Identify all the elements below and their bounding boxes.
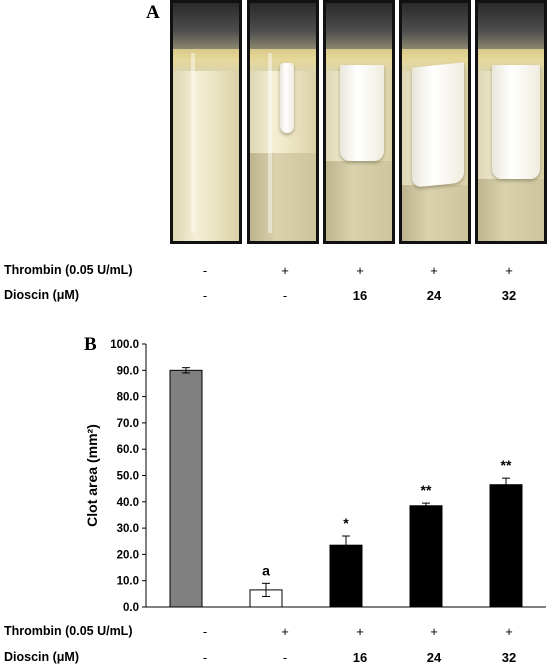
bar-1: [169, 369, 203, 608]
y-tick-label: 10.0: [117, 576, 139, 588]
thrombin-a-3: +: [356, 263, 364, 278]
thrombin-row-label-a: Thrombin (0.05 U/mL): [4, 263, 133, 277]
thrombin-b-2: +: [281, 624, 289, 639]
clot-area-chart: 0.0 10.0 20.0 30.0 40.0 50.0 60.0 70.0 80.0 90.0 1…: [84, 339, 546, 614]
thrombin-b-1: -: [202, 624, 208, 639]
dioscin-b-5: 32: [501, 650, 517, 665]
y-tick-label: 60.0: [117, 444, 139, 456]
dioscin-a-3: 16: [352, 288, 368, 303]
significance-label-2: a: [262, 562, 270, 578]
y-axis-label: Clot area (mm²): [84, 424, 100, 527]
panel-b-label: B: [84, 334, 97, 355]
significance-label-3: *: [343, 515, 349, 531]
bar-3: [329, 544, 363, 608]
panel-a-label: A: [146, 2, 160, 23]
thrombin-b-4: +: [430, 624, 438, 639]
y-tick-label: 0.0: [123, 602, 139, 614]
tube-photo: [170, 0, 552, 246]
y-tick-label: 80.0: [117, 392, 139, 404]
dioscin-a-4: 24: [426, 288, 442, 303]
dioscin-b-2: -: [282, 650, 288, 665]
y-tick-label: 40.0: [117, 497, 139, 509]
dioscin-a-1: -: [202, 288, 208, 303]
bar-5: [489, 484, 523, 608]
significance-label-5: **: [501, 457, 512, 473]
tube-3: [323, 0, 395, 244]
dioscin-b-4: 24: [426, 650, 442, 665]
tube-5: [475, 0, 547, 244]
thrombin-a-1: -: [202, 263, 208, 278]
thrombin-a-4: +: [430, 263, 438, 278]
dioscin-row-label-a: Dioscin (μM): [4, 288, 80, 302]
thrombin-b-3: +: [356, 624, 364, 639]
tube-1: [170, 0, 242, 244]
dioscin-b-1: -: [202, 650, 208, 665]
bar-4: [409, 505, 443, 608]
tube-2: [247, 0, 319, 244]
thrombin-b-5: +: [505, 624, 513, 639]
significance-label-4: **: [421, 482, 432, 498]
y-tick-label: 20.0: [117, 549, 139, 561]
y-tick-label: 70.0: [117, 418, 139, 430]
dioscin-a-2: -: [282, 288, 288, 303]
thrombin-row-label-b: Thrombin (0.05 U/mL): [4, 624, 133, 638]
thrombin-a-2: +: [281, 263, 289, 278]
dioscin-row-label-b: Dioscin (μM): [4, 650, 80, 664]
y-tick-label: 90.0: [117, 365, 139, 377]
thrombin-a-5: +: [505, 263, 513, 278]
dioscin-b-3: 16: [352, 650, 368, 665]
dioscin-a-5: 32: [501, 288, 517, 303]
tube-4: [399, 0, 471, 244]
y-tick-label: 100.0: [110, 339, 139, 351]
y-tick-label: 30.0: [117, 523, 139, 535]
y-tick-label: 50.0: [117, 471, 139, 483]
